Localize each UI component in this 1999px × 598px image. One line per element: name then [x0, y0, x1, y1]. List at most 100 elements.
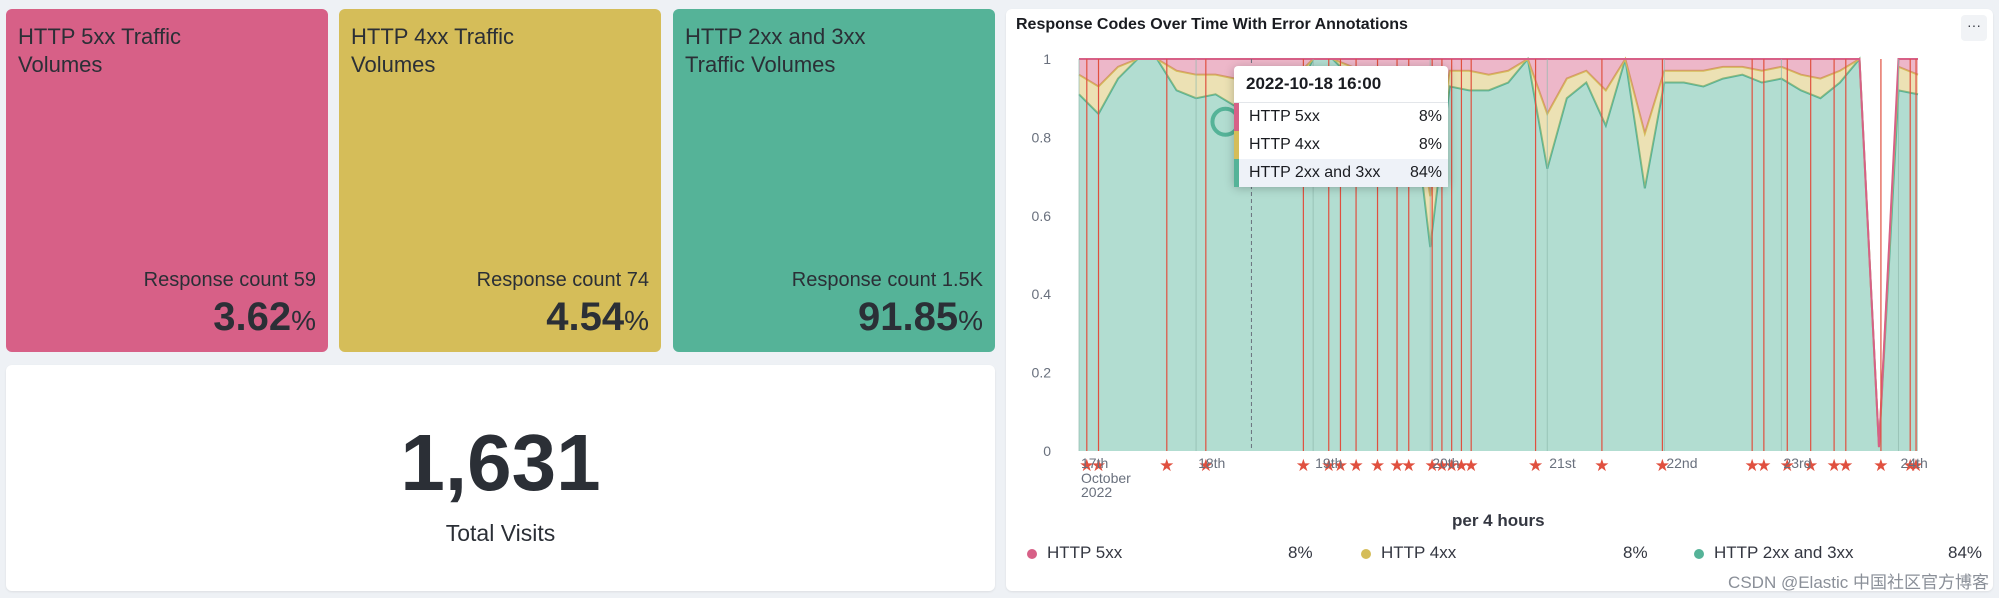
annotation-marker-icon: ★: [1401, 456, 1416, 475]
annotation-marker-icon: ★: [1903, 456, 1918, 475]
legend-label: HTTP 4xx: [1381, 543, 1457, 562]
watermark: CSDN @Elastic 中国社区官方博客: [1728, 573, 1989, 592]
annotation-marker-icon: ★: [1594, 456, 1609, 475]
metric-number: 3.62: [213, 295, 292, 339]
x-tick-label: 18th: [1198, 455, 1225, 471]
panel-options-button[interactable]: ···: [1961, 15, 1987, 41]
annotation-marker-icon: ★: [1780, 456, 1795, 475]
x-tick-label: 22nd: [1666, 455, 1697, 471]
metric-number: 4.54: [546, 295, 625, 339]
x-axis-title: per 4 hours: [1452, 511, 1545, 530]
annotation-marker-icon: ★: [1091, 456, 1106, 475]
annotation-marker-icon: ★: [1389, 456, 1404, 475]
metric-2xx-3xx-panel[interactable]: HTTP 2xx and 3xx Traffic Volumes Respons…: [673, 9, 995, 352]
annotation-marker-icon: ★: [1454, 456, 1469, 475]
y-tick-label: 1: [1043, 51, 1051, 67]
metric-unit: %: [291, 305, 316, 336]
annotation-marker-icon: ★: [1873, 456, 1888, 475]
x-tick-sublabel: October: [1081, 470, 1131, 486]
tooltip-row-5xx: HTTP 5xx 8%: [1234, 103, 1448, 131]
metric-5xx-panel[interactable]: HTTP 5xx Traffic Volumes Response count …: [6, 9, 328, 352]
metric-value: 4.54%: [546, 295, 649, 340]
legend-item-4xx[interactable]: HTTP 4xx 8%: [1361, 543, 1661, 563]
metric-number: 91.85: [857, 295, 959, 339]
metric-title: HTTP 5xx Traffic Volumes: [18, 24, 182, 77]
annotation-marker-icon: ★: [1348, 456, 1363, 475]
legend-label: HTTP 5xx: [1047, 543, 1123, 562]
tooltip-label: HTTP 2xx and 3xx: [1249, 164, 1381, 181]
x-tick-label: 19th: [1315, 455, 1342, 471]
annotation-marker-icon: ★: [1296, 456, 1311, 475]
annotation-marker-icon: ★: [1803, 456, 1818, 475]
annotation-marker-icon: ★: [1444, 456, 1459, 475]
annotation-marker-icon: ★: [1826, 456, 1841, 475]
total-visits-value: 1,631: [400, 418, 601, 507]
legend-dot: [1694, 548, 1704, 559]
response-codes-chart-panel: Response Codes Over Time With Error Anno…: [1006, 9, 1993, 591]
series-5xx-line: [1079, 58, 1918, 448]
legend-dot: [1361, 548, 1371, 559]
y-tick-label: 0.8: [1032, 129, 1052, 145]
metric-value: 91.85%: [858, 295, 983, 340]
x-tick-label: 24th: [1900, 455, 1927, 471]
legend-value: 8%: [1288, 543, 1313, 562]
tooltip-label: HTTP 5xx: [1249, 108, 1320, 125]
y-tick-label: 0.6: [1032, 208, 1052, 224]
tooltip-swatch: [1234, 159, 1239, 187]
tooltip-date: 2022-10-18 16:00: [1234, 66, 1448, 103]
annotation-marker-icon: ★: [1838, 456, 1853, 475]
chart-tooltip: 2022-10-18 16:00 HTTP 5xx 8% HTTP 4xx 8%…: [1234, 66, 1448, 187]
metric-response-count: Response count 1.5K: [791, 269, 983, 291]
series-2xx-3xx-area: [1079, 59, 1918, 451]
x-tick-sublabel: 2022: [1081, 484, 1112, 500]
annotation-marker-icon: ★: [1159, 456, 1174, 475]
series-4xx-line: [1078, 56, 1919, 448]
annotation-marker-icon: ★: [1079, 456, 1094, 475]
metric-4xx-panel[interactable]: HTTP 4xx Traffic Volumes Response count …: [339, 9, 661, 352]
legend-label: HTTP 2xx and 3xx: [1714, 543, 1854, 562]
annotation-marker-icon: ★: [1198, 456, 1213, 475]
ellipsis-icon: ···: [1967, 17, 1981, 33]
legend-item-5xx[interactable]: HTTP 5xx 8%: [1027, 543, 1327, 563]
metric-unit: %: [958, 305, 983, 336]
tooltip-swatch: [1234, 131, 1239, 159]
tooltip-value: 8%: [1418, 108, 1442, 125]
annotation-marker-icon: ★: [1745, 456, 1760, 475]
legend-item-2xx-3xx[interactable]: HTTP 2xx and 3xx 84%: [1694, 543, 1984, 563]
x-tick-label: 23rd: [1783, 455, 1811, 471]
annotation-marker-icon: ★: [1370, 456, 1385, 475]
tooltip-swatch: [1234, 103, 1239, 131]
tooltip-value: 8%: [1418, 136, 1442, 153]
legend-dot: [1027, 548, 1037, 559]
x-tick-label: 20th: [1432, 455, 1459, 471]
annotation-marker-icon: ★: [1434, 456, 1449, 475]
x-tick-label: 21st: [1549, 455, 1576, 471]
annotation-marker-icon: ★: [1464, 456, 1479, 475]
metric-unit: %: [624, 305, 649, 336]
series-2xx-3xx-line: [1078, 56, 1919, 448]
metric-response-count: Response count 59: [143, 269, 316, 291]
annotation-marker-icon: ★: [1756, 456, 1771, 475]
metric-value: 3.62%: [213, 295, 316, 340]
annotation-marker-icon: ★: [1528, 456, 1543, 475]
annotation-marker-icon: ★: [1425, 456, 1440, 475]
x-tick-label: 17th: [1081, 455, 1108, 471]
metric-response-count: Response count 74: [476, 269, 649, 291]
annotation-marker-icon: ★: [1908, 456, 1923, 475]
tooltip-label: HTTP 4xx: [1249, 136, 1320, 153]
y-tick-label: 0.4: [1032, 286, 1052, 302]
tooltip-value: 84%: [1409, 164, 1442, 181]
annotation-marker-icon: ★: [1321, 456, 1336, 475]
total-visits-panel[interactable]: 1,631 Total Visits: [6, 365, 995, 591]
y-tick-label: 0.2: [1032, 365, 1052, 381]
annotation-marker-icon: ★: [1333, 456, 1348, 475]
legend-value: 8%: [1623, 543, 1648, 562]
metric-title: HTTP 2xx and 3xx Traffic Volumes: [685, 24, 866, 77]
chart-title: Response Codes Over Time With Error Anno…: [1016, 16, 1408, 33]
tooltip-row-2xx-3xx: HTTP 2xx and 3xx 84%: [1234, 159, 1448, 187]
metric-title: HTTP 4xx Traffic Volumes: [351, 24, 515, 77]
legend-value: 84%: [1948, 543, 1983, 562]
annotation-marker-icon: ★: [1655, 456, 1670, 475]
tooltip-row-4xx: HTTP 4xx 8%: [1234, 131, 1448, 159]
